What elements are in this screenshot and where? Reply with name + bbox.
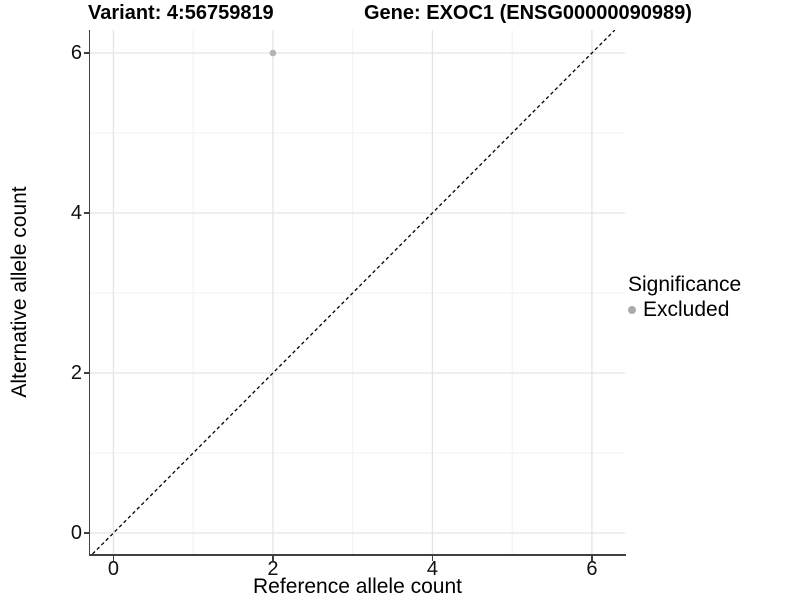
grid-minor-lines bbox=[90, 30, 625, 554]
y-tick-mark bbox=[83, 212, 89, 214]
data-point bbox=[269, 49, 277, 57]
identity-dashed-line bbox=[92, 30, 616, 554]
y-tick-label: 0 bbox=[70, 522, 82, 544]
y-tick-label: 2 bbox=[70, 362, 82, 384]
legend-title: Significance bbox=[628, 273, 742, 296]
legend: Significance Excluded bbox=[628, 272, 741, 322]
plot-panel bbox=[90, 30, 625, 554]
y-axis-line bbox=[88, 30, 91, 556]
y-tick-mark bbox=[83, 52, 89, 54]
x-tick-mark bbox=[591, 555, 593, 561]
x-tick-label: 2 bbox=[267, 558, 279, 580]
plot-title-variant: Variant: 4:56759819 bbox=[88, 2, 274, 24]
data-points bbox=[269, 49, 277, 57]
y-tick-mark bbox=[83, 532, 89, 534]
x-tick-label: 4 bbox=[426, 558, 438, 580]
legend-point-swatch bbox=[628, 305, 636, 314]
y-axis-label: Alternative allele count bbox=[8, 186, 31, 398]
y-tick-mark bbox=[83, 372, 89, 374]
x-tick-mark bbox=[272, 555, 274, 561]
plot-title-gene: Gene: EXOC1 (ENSG00000090989) bbox=[364, 2, 692, 24]
x-tick-label: 6 bbox=[586, 558, 598, 580]
x-tick-mark bbox=[431, 555, 434, 561]
y-tick-label: 6 bbox=[70, 42, 82, 64]
grid-major-lines bbox=[90, 30, 625, 554]
legend-entry-label: Excluded bbox=[643, 298, 730, 321]
x-axis-label: Reference allele count bbox=[253, 575, 462, 598]
x-tick-label: 0 bbox=[107, 558, 119, 580]
y-tick-label: 4 bbox=[70, 202, 82, 224]
legend-entry: Excluded bbox=[628, 297, 741, 322]
x-tick-mark bbox=[112, 555, 115, 561]
x-axis-line bbox=[88, 554, 626, 556]
